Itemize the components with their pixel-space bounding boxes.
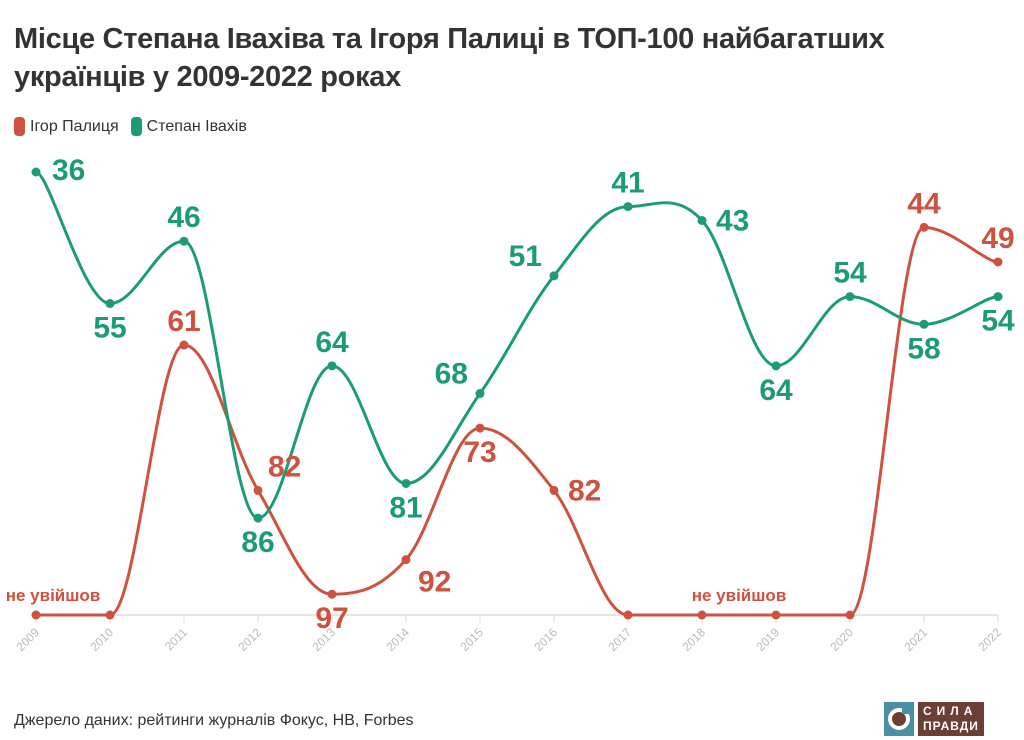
data-label-ivakhiv-2015: 68 [435,358,468,391]
x-tick-label: 2018 [679,625,708,654]
x-tick-label: 2015 [457,625,486,654]
data-label-ivakhiv-2022: 54 [981,305,1015,338]
data-label-ivakhiv-2021: 58 [907,332,940,365]
legend: Ігор Палиця Степан Івахів [14,117,259,136]
point-ivakhiv-2020 [845,292,855,302]
data-label-palytsia-2021: 44 [907,187,941,220]
data-label-palytsia-2016: 82 [568,474,601,507]
data-label-palytsia-2011: 61 [167,305,200,338]
data-label-palytsia-2013: 97 [315,602,348,635]
legend-swatch-palytsia [14,117,25,136]
point-palytsia-2017 [623,610,633,620]
x-tick-label: 2009 [13,625,42,654]
x-tick-label: 2021 [901,625,930,654]
point-palytsia-2016 [549,485,559,495]
legend-item-ivakhiv[interactable]: Степан Івахів [130,117,247,136]
data-label-ivakhiv-2013: 64 [315,326,349,359]
legend-label-ivakhiv: Степан Івахів [146,117,247,135]
point-palytsia-2022 [993,257,1003,267]
point-palytsia-2013 [327,589,337,599]
x-tick-label: 2016 [531,625,560,654]
line-chart: 2009 2010 2011 2012 2013 2014 2015 2016 2017 2018… [6,154,1015,654]
data-label-ivakhiv-2018: 43 [716,204,749,237]
annotation-not-entered: не увійшов [692,586,787,605]
legend-swatch-ivakhiv [130,117,142,136]
x-tick-label: 2019 [753,625,782,654]
x-axis: 2009 2010 2011 2012 2013 2014 2015 2016 2017 2018… [13,614,1004,654]
point-palytsia-2012 [253,485,263,495]
data-label-palytsia-2015: 73 [463,436,496,469]
publisher-logo[interactable]: СИЛА ПРАВДИ [884,702,984,736]
data-label-ivakhiv-2009: 36 [52,154,85,187]
point-ivakhiv-2011 [179,236,189,246]
point-ivakhiv-2022 [993,292,1003,302]
legend-item-palytsia[interactable]: Ігор Палиця [14,117,119,136]
point-ivakhiv-2013 [327,361,337,371]
data-label-ivakhiv-2016: 51 [509,240,542,273]
x-tick-label: 2017 [605,625,634,654]
point-ivakhiv-2015 [475,389,485,398]
x-tick-label: 2011 [162,625,190,653]
data-label-ivakhiv-2014: 81 [389,491,422,524]
point-palytsia-2020 [845,610,855,620]
line-ivakhiv [34,170,1000,520]
data-label-ivakhiv-2020: 54 [833,257,867,290]
data-label-palytsia-2014: 92 [418,566,451,599]
logo-line-2: ПРАВДИ [923,719,979,733]
source-note: Джерело даних: рейтинги журналів Фокус, … [14,712,414,729]
logo-line-1: СИЛА [923,704,978,718]
point-palytsia-2018 [697,610,707,620]
series-points [31,167,1003,620]
legend-label-palytsia: Ігор Палиця [30,117,119,135]
annotation-not-entered: не увійшов [6,586,101,605]
point-palytsia-2009 [31,610,41,620]
point-ivakhiv-2016 [549,271,559,281]
x-tick-label: 2010 [87,625,116,654]
point-ivakhiv-2017 [623,202,633,212]
point-ivakhiv-2021 [919,319,929,329]
x-tick-label: 2022 [975,625,1004,654]
data-label-ivakhiv-2010: 55 [93,312,126,345]
point-palytsia-2014 [401,555,411,565]
point-ivakhiv-2018 [697,215,707,225]
point-palytsia-2010 [105,610,115,620]
data-labels: 61 82 97 92 73 82 44 49 36 55 46 86 64 81 68 51 41 43 64 54… [6,154,1015,635]
logo-mark-icon [884,702,914,736]
data-label-ivakhiv-2017: 41 [611,167,644,200]
point-palytsia-2011 [179,340,189,350]
data-label-ivakhiv-2019: 64 [759,374,793,407]
data-label-palytsia-2012: 82 [268,450,301,483]
point-ivakhiv-2012 [253,513,263,523]
x-tick-label: 2014 [383,625,412,654]
point-palytsia-2021 [919,222,929,232]
chart-title: Місце Степана Івахіва та Ігоря Палиці в … [14,23,885,93]
data-label-ivakhiv-2011: 46 [167,201,200,234]
series-lines [34,170,1000,617]
point-ivakhiv-2010 [105,299,115,309]
point-palytsia-2019 [771,610,781,620]
logo-wordmark: СИЛА ПРАВДИ [918,702,984,736]
point-palytsia-2015 [475,423,485,433]
point-ivakhiv-2019 [771,361,781,371]
x-tick-label: 2020 [827,625,856,654]
point-ivakhiv-2014 [401,478,411,488]
data-label-ivakhiv-2012: 86 [241,526,274,559]
data-label-palytsia-2022: 49 [981,222,1014,255]
point-ivakhiv-2009 [31,167,41,177]
x-tick-label: 2012 [235,625,264,654]
